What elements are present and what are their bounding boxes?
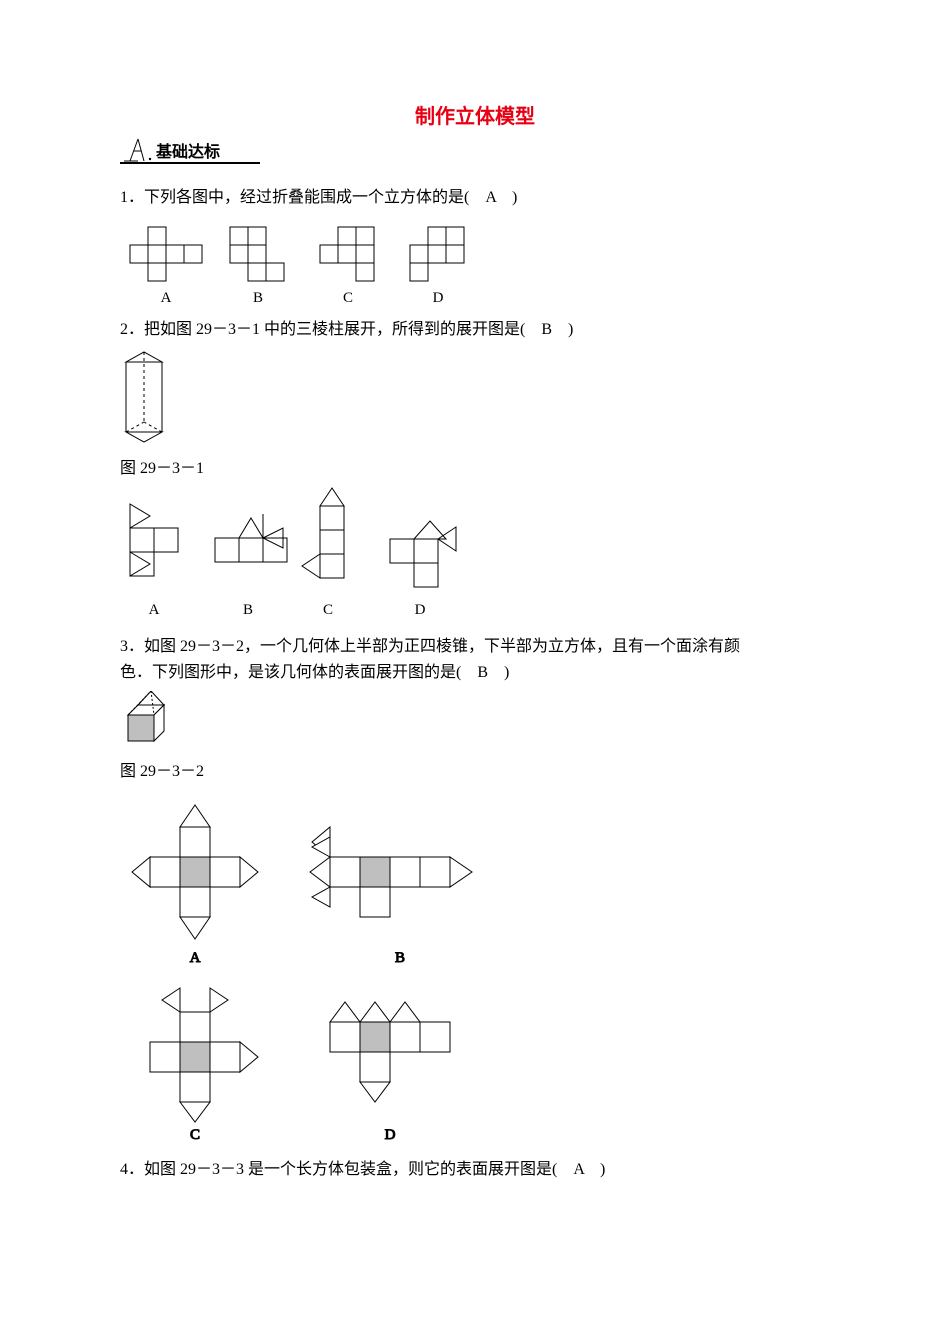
q2-prism <box>120 348 830 448</box>
question-3: 3．如图 29－3－2，一个几何体上半部为正四棱锥，下半部为立方体，且有一个面涂… <box>120 634 830 685</box>
q1-label-d: D <box>433 290 444 306</box>
badge-text: 基础达标 <box>155 142 220 161</box>
q2-label-a: A <box>149 602 160 618</box>
q3-figcaption: 图 29－3－2 <box>120 757 830 781</box>
q2-label-b: B <box>243 602 253 618</box>
q2-label-c: C <box>323 602 333 618</box>
q4-answer: A <box>573 1161 584 1178</box>
q3-options: A <box>120 787 830 1147</box>
q2-text-pre: 2．把如图 29－3－1 中的三棱柱展开，所得到的展开图是( <box>120 321 541 338</box>
q3-line2-pre: 色．下列图形中，是该几何体的表面展开图的是( <box>120 664 477 681</box>
section-badge: 基础达标 <box>120 137 830 165</box>
q2-label-d: D <box>415 602 426 618</box>
page-title: 制作立体模型 <box>120 100 830 129</box>
q3-label-d: D <box>385 1127 396 1143</box>
q2-text-post: ) <box>552 321 573 338</box>
q3-label-c: C <box>190 1127 200 1143</box>
q1-label-b: B <box>253 290 263 306</box>
question-2: 2．把如图 29－3－1 中的三棱柱展开，所得到的展开图是( B ) <box>120 317 830 343</box>
q1-label-a: A <box>161 290 172 306</box>
q4-text-post: ) <box>584 1161 605 1178</box>
q1-figures: A B C D <box>120 217 830 307</box>
q4-text-pre: 4．如图 29－3－3 是一个长方体包装盒，则它的表面展开图是( <box>120 1161 573 1178</box>
q2-figcaption: 图 29－3－1 <box>120 454 830 478</box>
q1-text-pre: 1．下列各图中，经过折叠能围成一个立方体的是( <box>120 189 485 206</box>
q3-solid <box>120 691 830 751</box>
q2-answer: B <box>541 321 552 338</box>
q3-line2-post: ) <box>488 664 509 681</box>
q3-label-a: A <box>190 950 201 966</box>
q3-answer: B <box>477 664 488 681</box>
q3-label-b: B <box>395 950 405 966</box>
question-1: 1．下列各图中，经过折叠能围成一个立方体的是( A ) <box>120 185 830 211</box>
q3-line1-pre: 3． <box>120 638 144 655</box>
q1-answer: A <box>485 189 496 206</box>
question-4: 4．如图 29－3－3 是一个长方体包装盒，则它的表面展开图是( A ) <box>120 1157 830 1183</box>
q2-options: A B C D <box>120 484 830 624</box>
q1-label-c: C <box>343 290 353 306</box>
q1-text-post: ) <box>496 189 517 206</box>
q3-line1-rest: 如图 29－3－2，一个几何体上半部为正四棱锥，下半部为立方体，且有一个面涂有颜 <box>144 638 740 655</box>
